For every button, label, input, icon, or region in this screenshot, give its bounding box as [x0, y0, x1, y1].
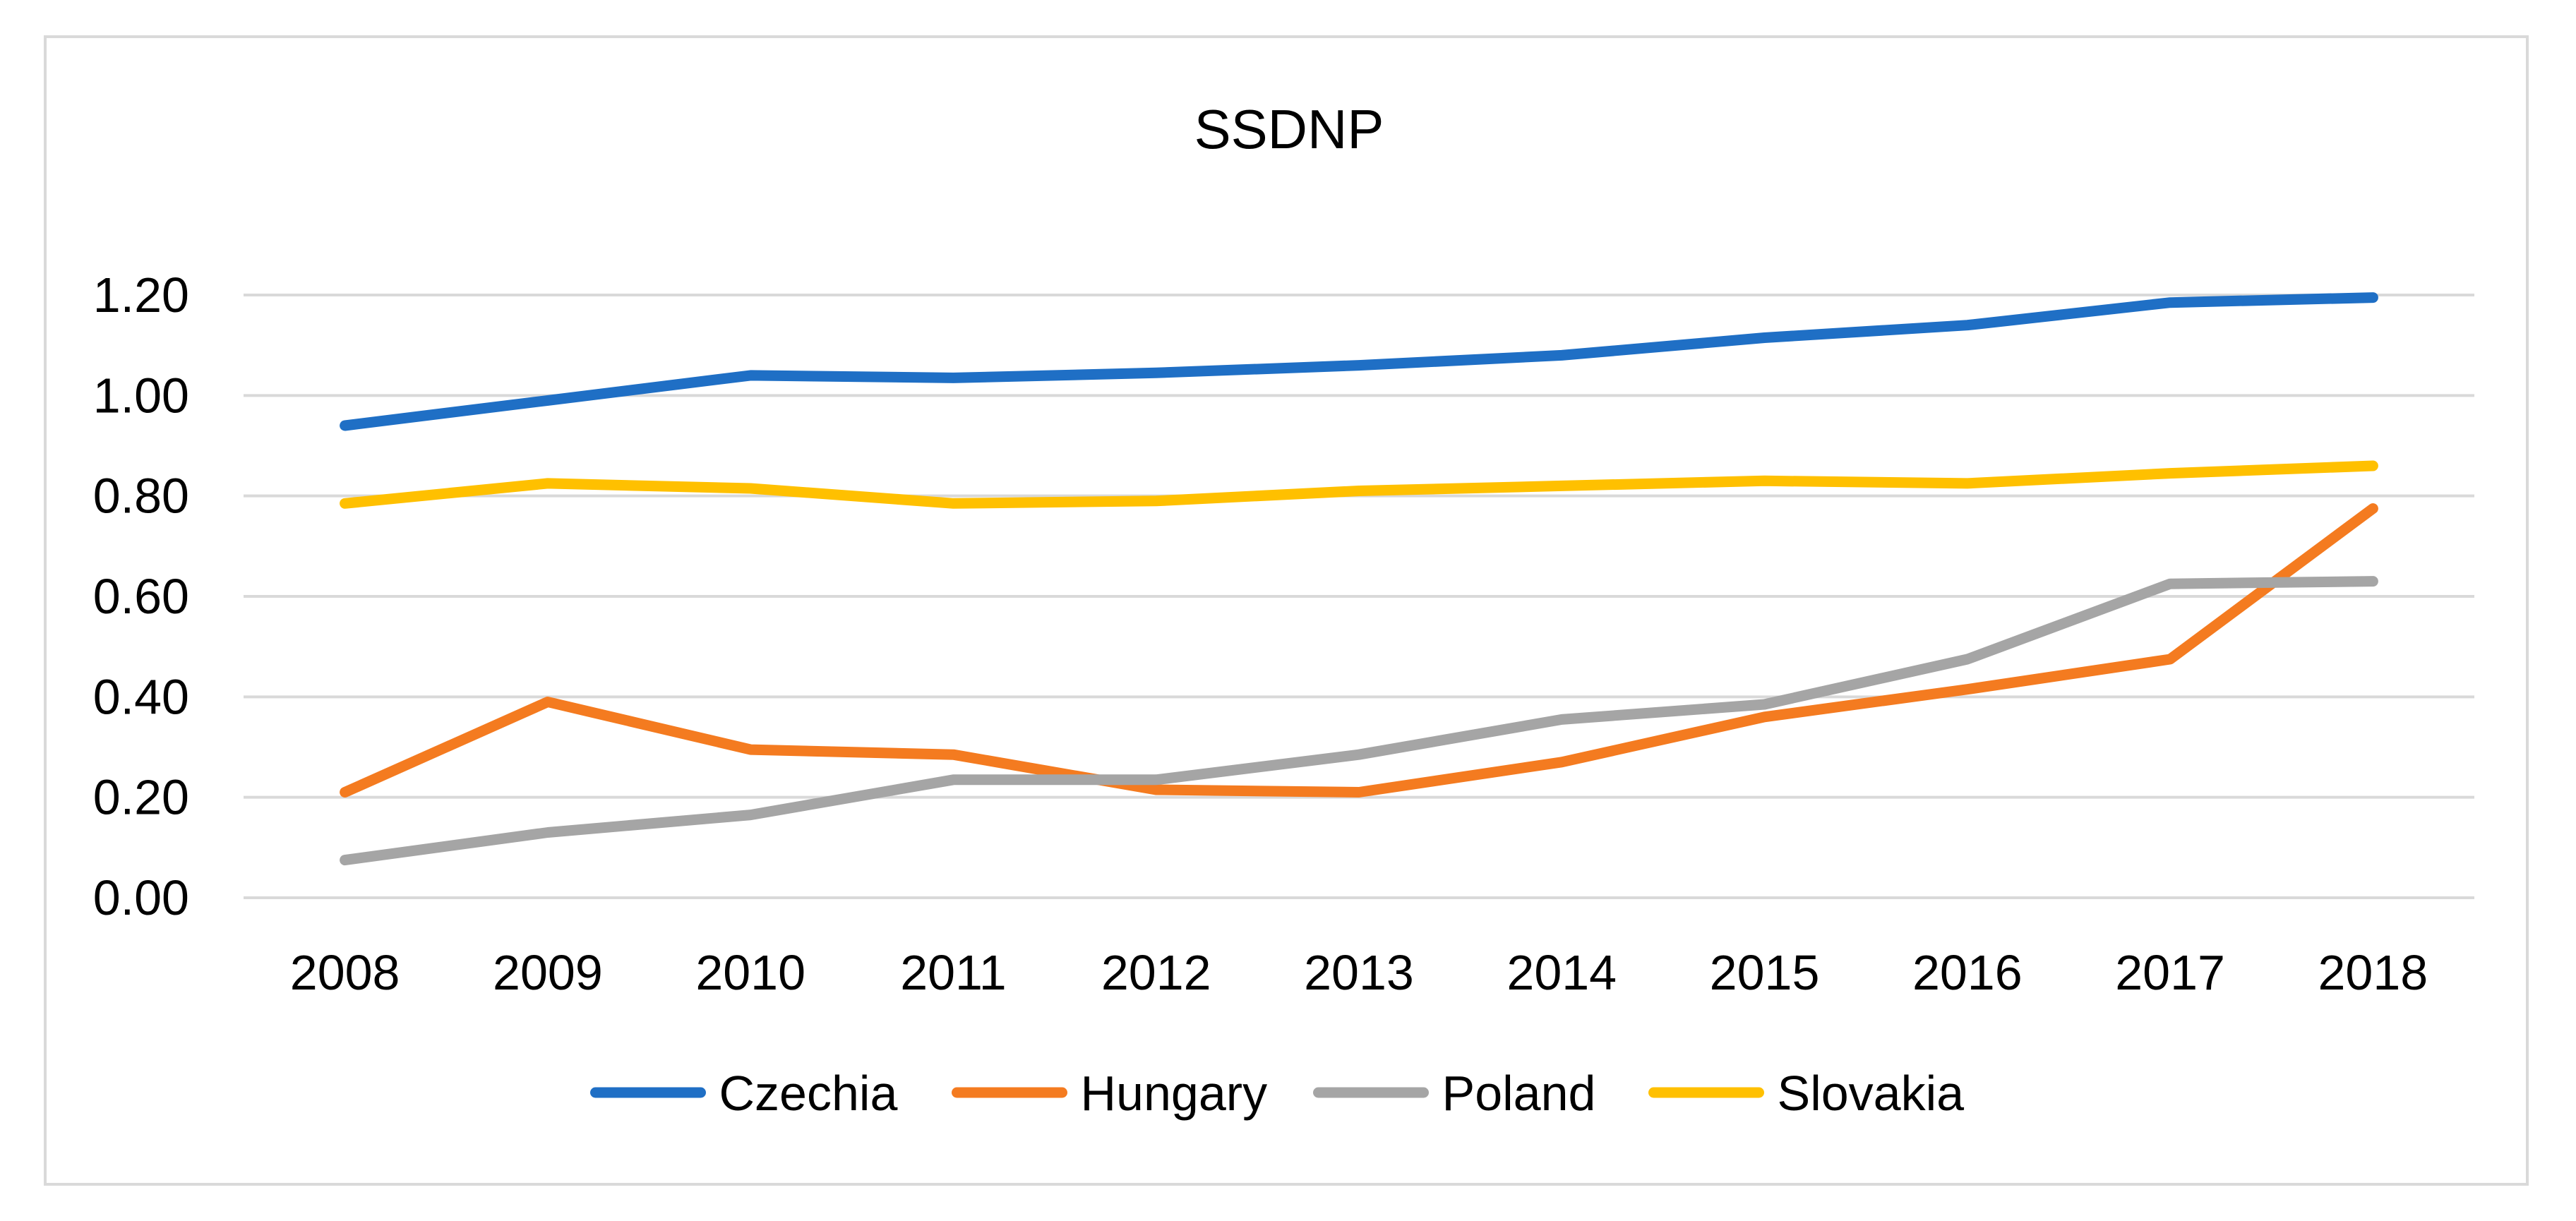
x-tick-label: 2016 — [1912, 945, 2023, 1000]
legend-label: Hungary — [1081, 1066, 1268, 1121]
x-tick-label: 2013 — [1304, 945, 1414, 1000]
y-tick-label: 0.40 — [93, 669, 189, 724]
x-tick-label: 2008 — [290, 945, 400, 1000]
legend-label: Czechia — [719, 1066, 898, 1121]
y-axis-tick-labels: 0.00 0.20 0.40 0.60 0.80 1.00 1.20 — [93, 267, 189, 925]
legend-label: Poland — [1442, 1066, 1596, 1121]
series-line-czechia — [340, 292, 2378, 431]
y-tick-label: 0.00 — [93, 870, 189, 925]
legend-item-hungary: Hungary — [952, 1066, 1268, 1121]
legend-label: Slovakia — [1778, 1066, 1965, 1121]
series-lines — [340, 292, 2378, 866]
chart-title: SSDNP — [1194, 98, 1384, 160]
x-tick-label: 2011 — [900, 945, 1007, 1000]
legend-item-poland: Poland — [1313, 1066, 1596, 1121]
chart-frame — [44, 35, 2529, 1186]
x-axis-tick-labels: 2008 2009 2010 2011 2012 2013 2014 2015 2016 2017… — [290, 945, 2428, 1000]
x-tick-label: 2010 — [695, 945, 805, 1000]
y-tick-label: 0.20 — [93, 770, 189, 825]
x-tick-label: 2009 — [493, 945, 603, 1000]
legend-item-czechia: Czechia — [590, 1066, 898, 1121]
y-tick-label: 1.20 — [93, 267, 189, 323]
x-tick-label: 2015 — [1710, 945, 1820, 1000]
series-line-poland — [340, 576, 2378, 866]
x-tick-label: 2017 — [2115, 945, 2225, 1000]
y-tick-label: 0.60 — [93, 569, 189, 624]
series-line-hungary — [340, 503, 2378, 798]
y-tick-label: 1.00 — [93, 368, 189, 423]
x-tick-label: 2012 — [1101, 945, 1211, 1000]
x-tick-label: 2018 — [2318, 945, 2428, 1000]
legend-item-slovakia: Slovakia — [1648, 1066, 1965, 1121]
x-tick-label: 2014 — [1506, 945, 1617, 1000]
series-line-slovakia — [340, 460, 2378, 509]
y-tick-label: 0.80 — [93, 469, 189, 524]
legend: Czechia Hungary Poland Slovakia — [590, 1066, 1965, 1121]
